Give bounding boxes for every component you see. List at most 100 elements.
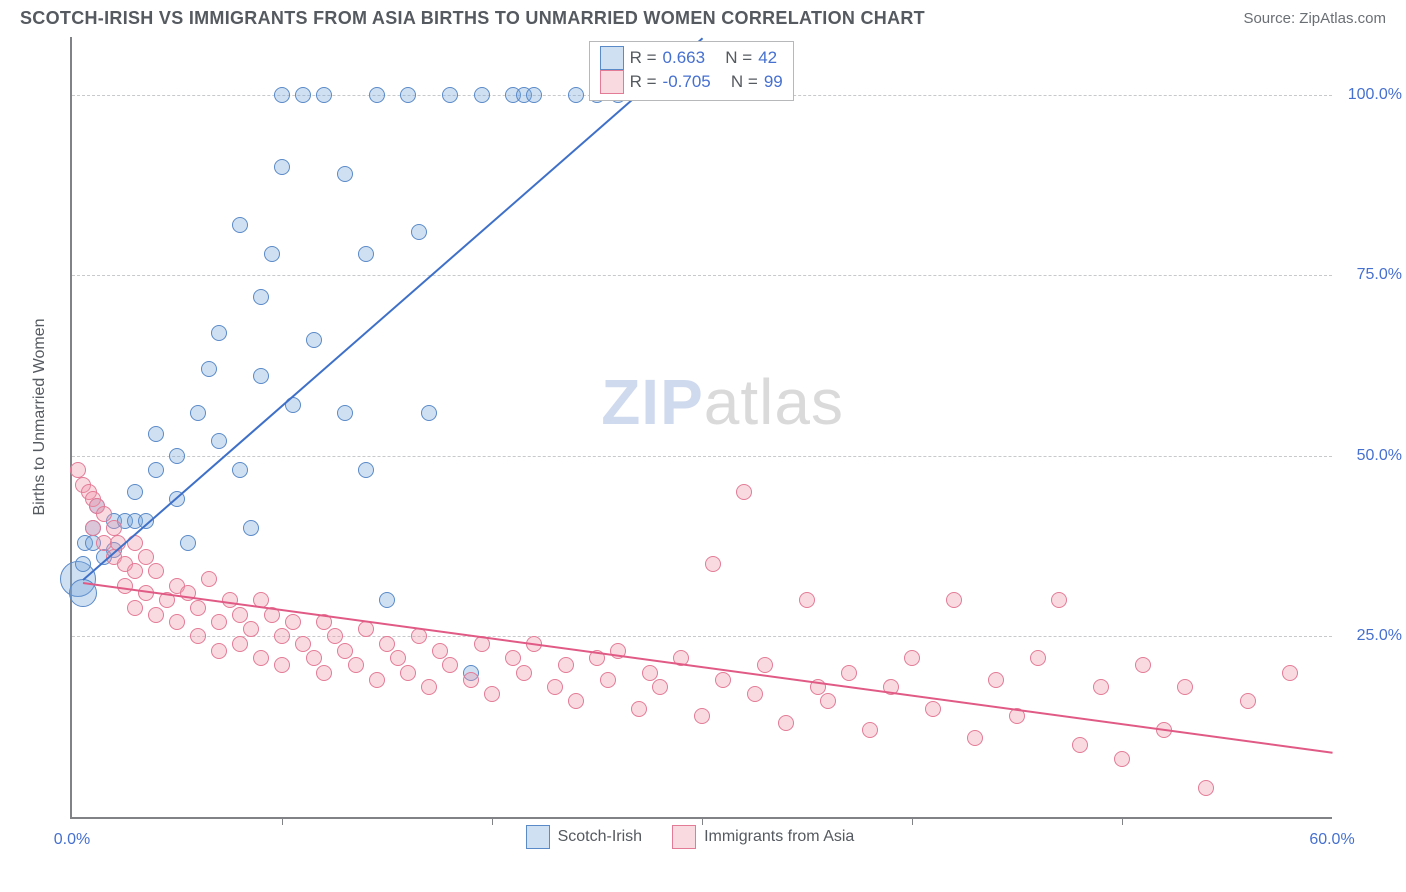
- data-point: [169, 448, 185, 464]
- data-point: [190, 405, 206, 421]
- data-point: [127, 484, 143, 500]
- trend-line: [82, 37, 703, 580]
- y-axis-label: Births to Unmarried Women: [31, 318, 49, 515]
- data-point: [642, 665, 658, 681]
- data-point: [442, 87, 458, 103]
- gridline: [72, 636, 1332, 637]
- data-point: [232, 462, 248, 478]
- y-tick-label: 50.0%: [1357, 447, 1402, 465]
- data-point: [337, 405, 353, 421]
- data-point: [253, 368, 269, 384]
- data-point: [1177, 679, 1193, 695]
- legend-series: Scotch-Irish Immigrants from Asia: [526, 825, 855, 849]
- data-point: [862, 722, 878, 738]
- data-point: [96, 535, 112, 551]
- data-point: [274, 628, 290, 644]
- data-point: [232, 607, 248, 623]
- data-point: [274, 159, 290, 175]
- data-point: [463, 672, 479, 688]
- data-point: [904, 650, 920, 666]
- data-point: [274, 657, 290, 673]
- y-tick-label: 100.0%: [1348, 86, 1402, 104]
- data-point: [337, 643, 353, 659]
- data-point: [841, 665, 857, 681]
- data-point: [169, 614, 185, 630]
- data-point: [348, 657, 364, 673]
- legend-item: Scotch-Irish: [526, 825, 642, 849]
- source-label: Source: ZipAtlas.com: [1243, 10, 1386, 27]
- data-point: [1114, 751, 1130, 767]
- legend-stats-row: R = -0.705 N = 99: [600, 70, 783, 94]
- data-point: [526, 87, 542, 103]
- data-point: [1051, 592, 1067, 608]
- data-point: [547, 679, 563, 695]
- data-point: [148, 426, 164, 442]
- data-point: [232, 217, 248, 233]
- x-tick-label: 60.0%: [1309, 831, 1354, 849]
- legend-label: Immigrants from Asia: [704, 828, 854, 846]
- data-point: [201, 361, 217, 377]
- data-point: [75, 556, 91, 572]
- data-point: [306, 650, 322, 666]
- gridline: [72, 275, 1332, 276]
- data-point: [558, 657, 574, 673]
- data-point: [390, 650, 406, 666]
- data-point: [516, 665, 532, 681]
- data-point: [148, 607, 164, 623]
- data-point: [568, 693, 584, 709]
- data-point: [358, 621, 374, 637]
- data-point: [757, 657, 773, 673]
- data-point: [631, 701, 647, 717]
- legend-swatch: [600, 46, 624, 70]
- data-point: [705, 556, 721, 572]
- x-tick: [702, 817, 703, 825]
- data-point: [127, 600, 143, 616]
- legend-swatch: [600, 70, 624, 94]
- data-point: [432, 643, 448, 659]
- data-point: [474, 87, 490, 103]
- data-point: [736, 484, 752, 500]
- data-point: [180, 535, 196, 551]
- data-point: [148, 462, 164, 478]
- data-point: [1282, 665, 1298, 681]
- data-point: [327, 628, 343, 644]
- data-point: [421, 679, 437, 695]
- legend-item: Immigrants from Asia: [672, 825, 854, 849]
- data-point: [285, 614, 301, 630]
- data-point: [568, 87, 584, 103]
- data-point: [211, 643, 227, 659]
- x-tick: [492, 817, 493, 825]
- data-point: [243, 520, 259, 536]
- data-point: [715, 672, 731, 688]
- data-point: [778, 715, 794, 731]
- data-point: [411, 224, 427, 240]
- data-point: [369, 672, 385, 688]
- plot-area: 25.0%50.0%75.0%100.0%0.0%60.0%ZIPatlasR …: [70, 37, 1332, 819]
- data-point: [85, 520, 101, 536]
- data-point: [799, 592, 815, 608]
- data-point: [1135, 657, 1151, 673]
- data-point: [1240, 693, 1256, 709]
- data-point: [925, 701, 941, 717]
- data-point: [946, 592, 962, 608]
- data-point: [484, 686, 500, 702]
- y-tick-label: 75.0%: [1357, 266, 1402, 284]
- data-point: [264, 246, 280, 262]
- data-point: [316, 665, 332, 681]
- data-point: [295, 87, 311, 103]
- data-point: [316, 87, 332, 103]
- data-point: [400, 665, 416, 681]
- data-point: [1093, 679, 1109, 695]
- data-point: [358, 462, 374, 478]
- data-point: [379, 636, 395, 652]
- data-point: [337, 166, 353, 182]
- data-point: [600, 672, 616, 688]
- chart-container: Births to Unmarried Women 25.0%50.0%75.0…: [20, 37, 1386, 857]
- chart-title: SCOTCH-IRISH VS IMMIGRANTS FROM ASIA BIR…: [20, 8, 925, 29]
- data-point: [138, 549, 154, 565]
- x-tick: [912, 817, 913, 825]
- data-point: [211, 433, 227, 449]
- legend-stats-row: R = 0.663 N = 42: [600, 46, 783, 70]
- data-point: [253, 289, 269, 305]
- data-point: [211, 614, 227, 630]
